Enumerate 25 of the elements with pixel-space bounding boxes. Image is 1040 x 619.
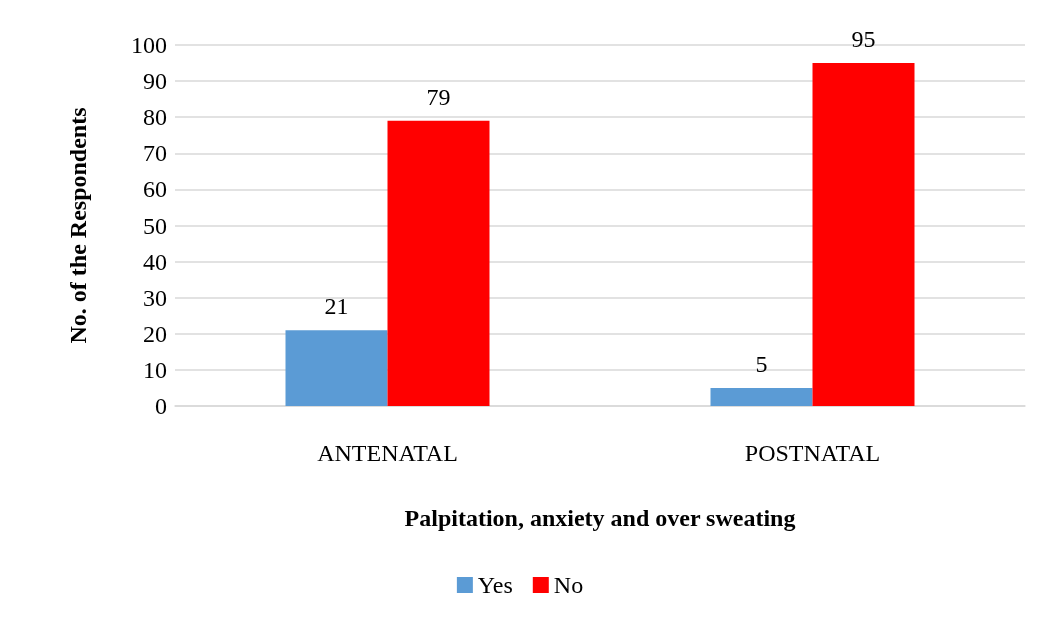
y-tick-label: 10 xyxy=(143,356,167,383)
x-tick-label: ANTENATAL xyxy=(317,440,458,466)
y-tick-label: 30 xyxy=(143,284,167,311)
y-tick-label: 20 xyxy=(143,320,167,347)
bar xyxy=(387,120,490,406)
data-label: 95 xyxy=(851,26,876,53)
x-axis-title: Palpitation, anxiety and over sweating xyxy=(404,505,796,531)
data-label: 79 xyxy=(426,83,451,110)
y-axis-title: No. of the Respondents xyxy=(65,107,91,344)
y-tick-label: 40 xyxy=(143,248,167,275)
y-tick-label: 0 xyxy=(155,393,167,419)
y-tick-label: 80 xyxy=(143,104,167,131)
data-label: 21 xyxy=(324,293,349,320)
legend-label: No xyxy=(553,572,584,598)
y-tick-label: 50 xyxy=(143,212,167,239)
y-tick-label: 60 xyxy=(143,176,167,203)
bar xyxy=(710,387,813,406)
y-tick-label: 90 xyxy=(143,68,167,95)
y-tick-label: 70 xyxy=(143,140,167,167)
legend-label: Yes xyxy=(477,572,513,598)
data-label: 5 xyxy=(755,350,768,377)
bar xyxy=(285,330,388,406)
bar xyxy=(812,63,915,406)
y-tick-label: 100 xyxy=(131,32,167,58)
x-tick-label: POSTNATAL xyxy=(744,440,881,466)
